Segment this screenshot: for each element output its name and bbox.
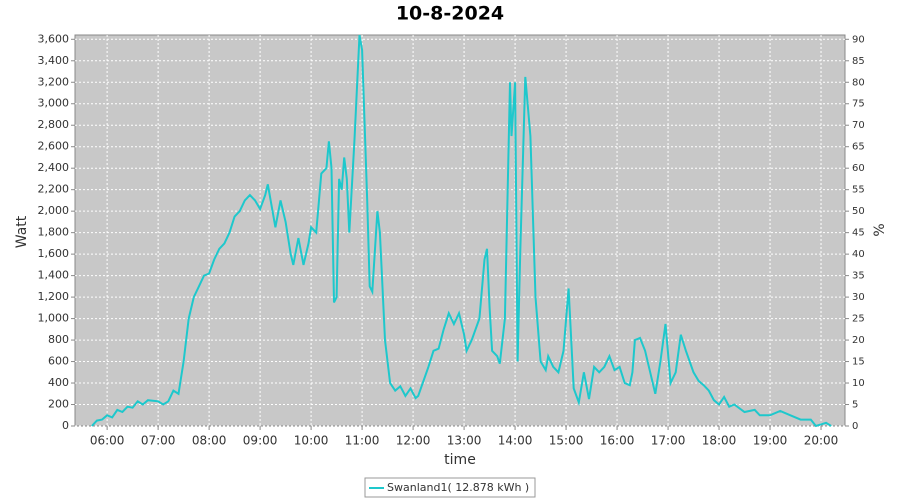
y-axis-label: Watt xyxy=(14,215,30,248)
y2-tick-label: 25 xyxy=(852,314,865,325)
y2-axis-label: % xyxy=(872,223,888,236)
y2-tick-label: 50 xyxy=(852,206,865,217)
y-tick-label: 0 xyxy=(62,419,69,432)
x-tick-label: 06:00 xyxy=(90,434,125,448)
y-tick-label: 3,200 xyxy=(38,75,70,88)
y-tick-label: 800 xyxy=(48,333,69,346)
y2-tick-label: 10 xyxy=(852,378,865,389)
x-tick-label: 16:00 xyxy=(600,434,635,448)
x-tick-label: 15:00 xyxy=(549,434,584,448)
x-tick-label: 11:00 xyxy=(345,434,380,448)
y2-tick-label: 30 xyxy=(852,292,865,303)
y-tick-label: 400 xyxy=(48,376,69,389)
y2-tick-label: 75 xyxy=(852,99,865,110)
x-tick-label: 14:00 xyxy=(498,434,533,448)
y2-tick-label: 15 xyxy=(852,357,865,368)
y-tick-label: 3,000 xyxy=(38,97,70,110)
y2-tick-label: 20 xyxy=(852,335,865,346)
y2-tick-label: 0 xyxy=(852,421,858,432)
y-tick-label: 2,600 xyxy=(38,140,70,153)
data-line xyxy=(91,34,832,428)
y-tick-label: 3,600 xyxy=(38,32,70,45)
x-tick-label: 20:00 xyxy=(804,434,839,448)
y2-tick-label: 40 xyxy=(852,249,865,260)
y2-tick-label: 85 xyxy=(852,56,865,67)
x-tick-label: 19:00 xyxy=(753,434,788,448)
x-tick-label: 17:00 xyxy=(651,434,686,448)
y-tick-label: 3,400 xyxy=(38,54,70,67)
y2-tick-label: 35 xyxy=(852,271,865,282)
y2-tick-label: 70 xyxy=(852,120,865,131)
y2-tick-label: 90 xyxy=(852,34,865,45)
y2-tick-label: 65 xyxy=(852,142,865,153)
y-tick-label: 1,400 xyxy=(38,269,70,282)
y-tick-label: 1,200 xyxy=(38,290,70,303)
y-tick-label: 200 xyxy=(48,398,69,411)
x-axis-label: time xyxy=(444,452,476,468)
y2-tick-label: 5 xyxy=(852,400,858,411)
x-tick-label: 12:00 xyxy=(396,434,431,448)
y-tick-label: 600 xyxy=(48,355,69,368)
legend xyxy=(364,477,536,498)
chart-title: 10-8-2024 xyxy=(396,3,504,25)
y-tick-label: 2,800 xyxy=(38,118,70,131)
y2-tick-label: 60 xyxy=(852,163,865,174)
y2-tick-label: 45 xyxy=(852,228,865,239)
y2-tick-label: 55 xyxy=(852,185,865,196)
plot-area xyxy=(74,34,846,427)
y2-tick-label: 80 xyxy=(852,77,865,88)
y-tick-label: 1,600 xyxy=(38,247,70,260)
y-tick-label: 1,000 xyxy=(38,312,70,325)
x-tick-label: 13:00 xyxy=(447,434,482,448)
y-tick-label: 2,200 xyxy=(38,183,70,196)
x-tick-label: 10:00 xyxy=(294,434,329,448)
y-tick-label: 2,000 xyxy=(38,204,70,217)
x-tick-label: 07:00 xyxy=(141,434,176,448)
y-tick-label: 2,400 xyxy=(38,161,70,174)
legend-label: Swanland1( 12.878 kWh ) xyxy=(387,481,529,494)
x-tick-label: 18:00 xyxy=(702,434,737,448)
y-tick-label: 1,800 xyxy=(38,226,70,239)
x-tick-label: 09:00 xyxy=(243,434,278,448)
x-tick-label: 08:00 xyxy=(192,434,227,448)
